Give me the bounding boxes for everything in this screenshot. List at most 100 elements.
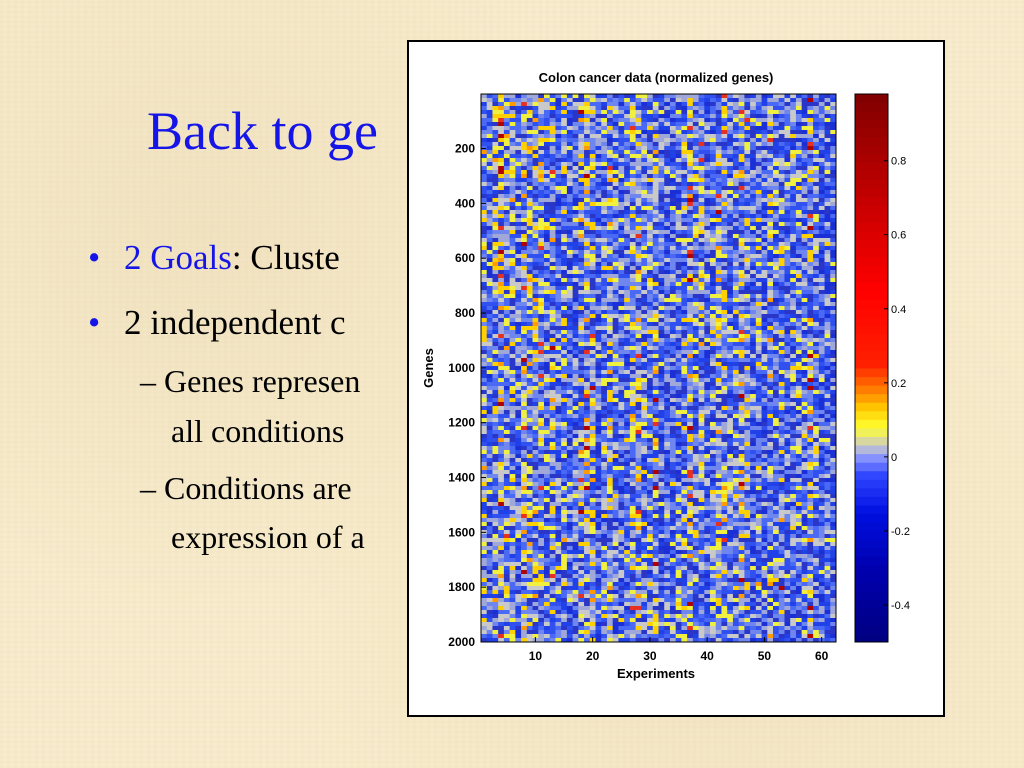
heatmap-cell — [727, 350, 734, 355]
heatmap-cell — [692, 158, 699, 163]
heatmap-cell — [761, 366, 768, 371]
heatmap-cell — [687, 202, 694, 207]
heatmap-cell — [526, 290, 533, 295]
heatmap-cell — [549, 198, 556, 203]
heatmap-cell — [738, 138, 745, 143]
heatmap-cell — [532, 194, 539, 199]
heatmap-cell — [778, 118, 785, 123]
heatmap-cell — [538, 398, 545, 403]
heatmap-cell — [635, 286, 642, 291]
heatmap-cell — [635, 398, 642, 403]
heatmap-cell — [807, 186, 814, 191]
heatmap-cell — [669, 198, 677, 203]
heatmap-cell — [715, 190, 722, 195]
heatmap-cell — [629, 114, 636, 119]
heatmap-cell — [790, 274, 797, 279]
heatmap-cell — [715, 242, 722, 247]
heatmap-cell — [503, 350, 511, 355]
heatmap-cell — [612, 262, 619, 267]
heatmap-cell — [555, 186, 562, 191]
heatmap-cell — [738, 118, 745, 123]
heatmap-cell — [675, 346, 682, 351]
heatmap-cell — [635, 298, 642, 303]
heatmap-cell — [543, 162, 551, 167]
heatmap-cell — [521, 346, 528, 351]
heatmap-cell — [813, 322, 820, 327]
heatmap-cell — [561, 310, 568, 315]
heatmap-cell — [549, 378, 556, 383]
heatmap-cell — [595, 178, 602, 183]
heatmap-cell — [584, 146, 591, 151]
heatmap-cell — [675, 294, 682, 299]
heatmap-cell — [566, 254, 574, 259]
heatmap-cell — [589, 382, 596, 387]
heatmap-cell — [498, 382, 505, 387]
heatmap-cell — [675, 290, 682, 295]
heatmap-cell — [778, 282, 785, 287]
heatmap-cell — [813, 366, 820, 371]
heatmap-cell — [635, 106, 642, 111]
heatmap-cell — [589, 126, 596, 131]
heatmap-cell — [669, 318, 677, 323]
heatmap-cell — [761, 94, 768, 99]
heatmap-cell — [647, 250, 654, 255]
heatmap-cell — [538, 286, 545, 291]
heatmap-cell — [601, 146, 608, 151]
heatmap-cell — [486, 138, 493, 143]
heatmap-cell — [795, 358, 803, 363]
heatmap-cell — [778, 382, 785, 387]
bullet-goals: • 2 Goals: Cluste — [88, 238, 340, 278]
heatmap-cell — [498, 286, 505, 291]
heatmap-cell — [566, 354, 574, 359]
heatmap-cell — [830, 318, 837, 323]
heatmap-cell — [750, 158, 757, 163]
heatmap-cell — [595, 410, 602, 415]
heatmap-cell — [658, 262, 665, 267]
heatmap-cell — [732, 318, 740, 323]
heatmap-cell — [687, 126, 694, 131]
heatmap-cell — [629, 278, 636, 283]
heatmap-cell — [492, 130, 499, 135]
heatmap-cell — [675, 210, 682, 215]
heatmap-cell — [795, 254, 803, 259]
heatmap-cell — [481, 274, 488, 279]
heatmap-cell — [738, 402, 745, 407]
heatmap-cell — [773, 346, 780, 351]
heatmap-cell — [641, 294, 648, 299]
heatmap-cell — [744, 166, 751, 171]
heatmap-cell — [750, 242, 757, 247]
heatmap-cell — [612, 274, 619, 279]
heatmap-cell — [521, 278, 528, 283]
heatmap-cell — [572, 318, 579, 323]
heatmap-cell — [669, 390, 677, 395]
heatmap-cell — [773, 362, 780, 367]
heatmap-cell — [503, 402, 511, 407]
heatmap-cell — [555, 106, 562, 111]
heatmap-cell — [750, 234, 757, 239]
heatmap-cell — [521, 202, 528, 207]
heatmap-cell — [647, 118, 654, 123]
heatmap-cell — [773, 170, 780, 175]
heatmap-cell — [732, 358, 740, 363]
heatmap-cell — [515, 94, 522, 99]
heatmap-cell — [784, 274, 791, 279]
heatmap-cell — [498, 190, 505, 195]
heatmap-cell — [652, 174, 659, 179]
heatmap-cell — [584, 106, 591, 111]
heatmap-cell — [710, 410, 717, 415]
slide-title: Back to ge — [147, 101, 378, 161]
heatmap-cell — [807, 374, 814, 379]
heatmap-cell — [669, 150, 677, 155]
heatmap-cell — [635, 142, 642, 147]
heatmap-cell — [612, 398, 619, 403]
heatmap-cell — [750, 318, 757, 323]
heatmap-cell — [566, 362, 574, 367]
heatmap-cell — [784, 174, 791, 179]
heatmap-cell — [481, 178, 488, 183]
heatmap-cell — [818, 370, 825, 375]
heatmap-cell — [584, 298, 591, 303]
heatmap-cell — [492, 166, 499, 171]
bullet-icon: • — [88, 303, 101, 342]
heatmap-cell — [658, 150, 665, 155]
heatmap-cell — [601, 158, 608, 163]
